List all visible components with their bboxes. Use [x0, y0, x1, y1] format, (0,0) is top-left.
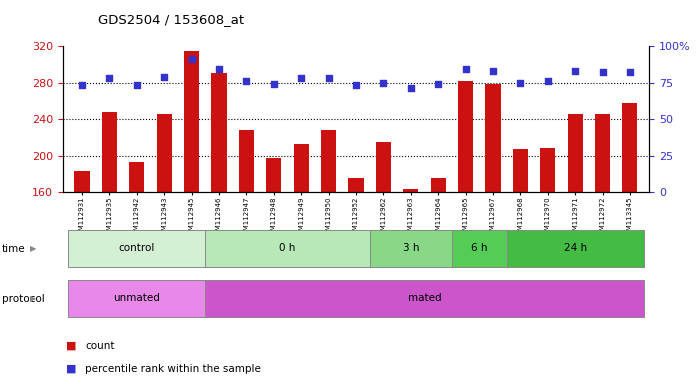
- Point: [378, 79, 389, 86]
- Point: [406, 85, 417, 91]
- Point: [570, 68, 581, 74]
- Bar: [595, 114, 610, 192]
- Bar: [102, 112, 117, 192]
- Bar: [129, 162, 144, 192]
- Bar: [68, 280, 205, 317]
- Text: 3 h: 3 h: [403, 243, 419, 253]
- Point: [625, 69, 636, 75]
- Text: ■: ■: [66, 341, 77, 351]
- Bar: [321, 130, 336, 192]
- Point: [542, 78, 554, 84]
- Bar: [623, 103, 637, 192]
- Point: [515, 79, 526, 86]
- Point: [76, 83, 87, 89]
- Point: [214, 66, 225, 73]
- Bar: [370, 230, 452, 267]
- Point: [460, 66, 471, 73]
- Bar: [376, 142, 391, 192]
- Text: protocol: protocol: [2, 293, 45, 304]
- Bar: [239, 130, 254, 192]
- Bar: [68, 230, 205, 267]
- Point: [241, 78, 252, 84]
- Text: time: time: [2, 243, 26, 254]
- Point: [350, 83, 362, 89]
- Text: 6 h: 6 h: [471, 243, 487, 253]
- Point: [186, 56, 197, 62]
- Bar: [458, 81, 473, 192]
- Bar: [156, 114, 172, 192]
- Point: [158, 74, 170, 80]
- Bar: [507, 230, 644, 267]
- Bar: [205, 230, 370, 267]
- Bar: [485, 84, 500, 192]
- Bar: [75, 171, 89, 192]
- Point: [597, 69, 608, 75]
- Text: ■: ■: [66, 364, 77, 374]
- Bar: [211, 73, 227, 192]
- Bar: [403, 189, 418, 192]
- Text: count: count: [85, 341, 114, 351]
- Text: 0 h: 0 h: [279, 243, 296, 253]
- Text: ▶: ▶: [30, 244, 36, 253]
- Bar: [294, 144, 309, 192]
- Point: [268, 81, 279, 87]
- Text: ▶: ▶: [30, 294, 36, 303]
- Text: GDS2504 / 153608_at: GDS2504 / 153608_at: [98, 13, 244, 26]
- Bar: [348, 178, 364, 192]
- Point: [433, 81, 444, 87]
- Bar: [513, 149, 528, 192]
- Text: mated: mated: [408, 293, 441, 303]
- Bar: [431, 178, 446, 192]
- Text: control: control: [119, 243, 155, 253]
- Bar: [184, 51, 199, 192]
- Point: [487, 68, 498, 74]
- Point: [131, 83, 142, 89]
- Bar: [205, 280, 644, 317]
- Point: [295, 75, 306, 81]
- Bar: [452, 230, 507, 267]
- Point: [104, 75, 115, 81]
- Bar: [266, 158, 281, 192]
- Text: unmated: unmated: [113, 293, 161, 303]
- Bar: [567, 114, 583, 192]
- Bar: [540, 148, 556, 192]
- Point: [323, 75, 334, 81]
- Text: percentile rank within the sample: percentile rank within the sample: [85, 364, 261, 374]
- Text: 24 h: 24 h: [563, 243, 587, 253]
